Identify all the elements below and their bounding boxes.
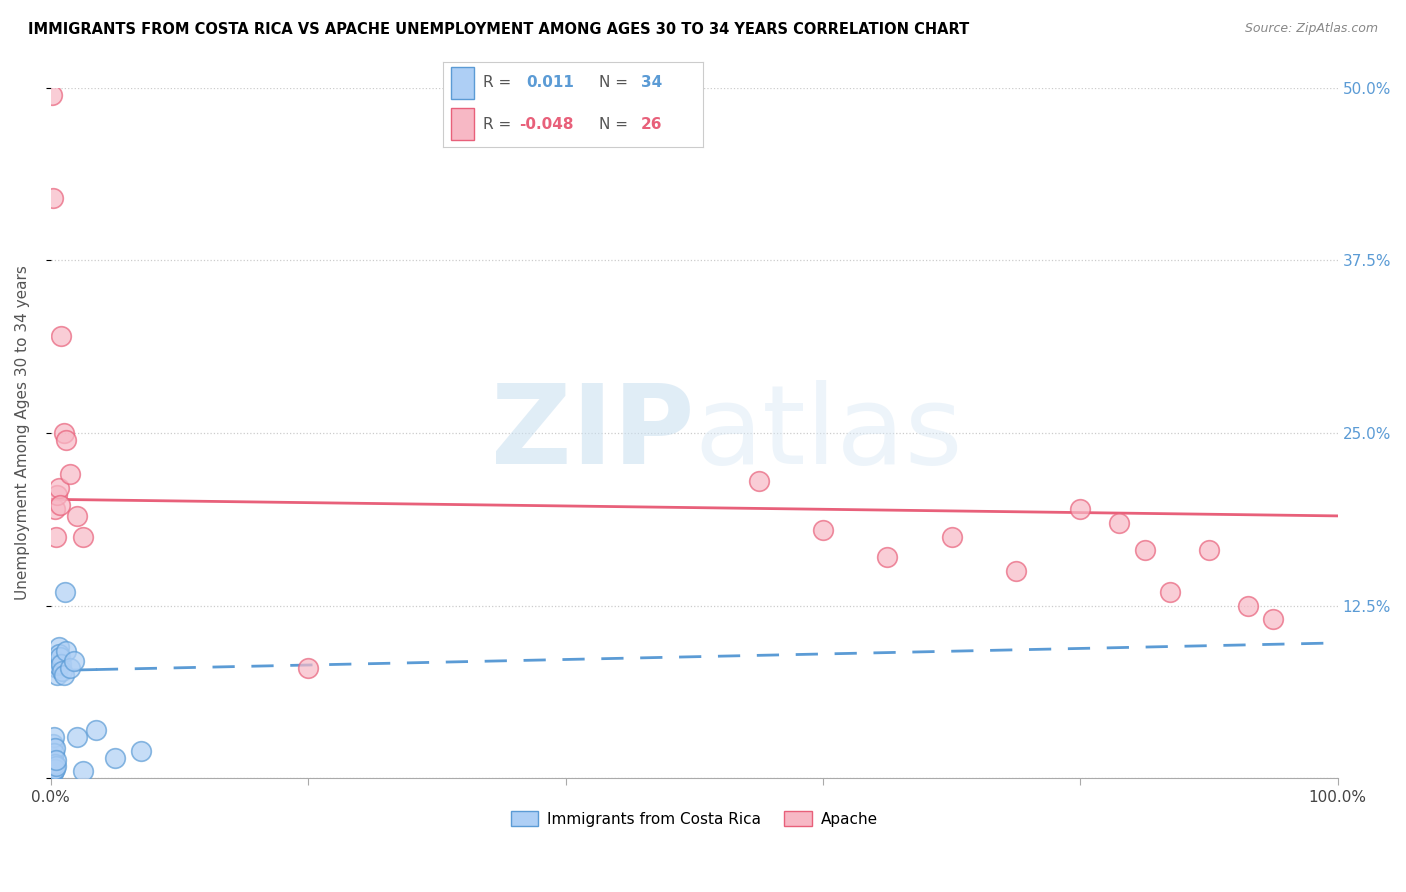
Point (45, 654, 67, 668)
Point (53, 584, 76, 599)
Bar (451, 67, 474, 99)
Point (1005, 564, 1028, 578)
Bar (451, 108, 474, 140)
Y-axis label: Unemployment Among Ages 30 to 34 years: Unemployment Among Ages 30 to 34 years (15, 266, 30, 600)
Point (52, 667, 75, 681)
Point (1069, 502, 1091, 516)
Point (52, 425, 75, 440)
Point (45, 530, 67, 544)
Point (42, 765, 65, 780)
Text: N =: N = (599, 75, 628, 90)
Point (48, 647, 70, 661)
Point (72, 530, 94, 544)
Point (46, 667, 69, 681)
Point (941, 530, 963, 544)
Point (811, 523, 834, 537)
Point (1198, 543, 1220, 558)
Point (72, 764, 94, 779)
Text: R =: R = (484, 117, 512, 132)
Point (104, 750, 127, 764)
Point (48, 640, 70, 654)
Legend: Immigrants from Costa Rica, Apache: Immigrants from Costa Rica, Apache (505, 805, 884, 833)
Point (59, 467, 82, 482)
Point (49, 498, 72, 512)
Point (42, 737, 65, 751)
Text: IMMIGRANTS FROM COSTA RICA VS APACHE UNEMPLOYMENT AMONG AGES 30 TO 34 YEARS CORR: IMMIGRANTS FROM COSTA RICA VS APACHE UNE… (28, 22, 969, 37)
Point (42, 191, 65, 205)
Text: 0.011: 0.011 (526, 75, 574, 90)
Point (41, 760, 63, 774)
Text: atlas: atlas (695, 380, 963, 486)
Point (1159, 584, 1181, 599)
Text: 26: 26 (641, 117, 662, 132)
Point (45, 661, 67, 675)
Point (46, 658, 69, 673)
Point (41, 767, 63, 781)
Point (44, 740, 66, 755)
Point (55, 644, 77, 658)
Text: R =: R = (484, 75, 512, 90)
Point (44, 757, 66, 772)
Text: 34: 34 (641, 75, 662, 90)
Point (48, 481, 70, 495)
Point (42, 730, 65, 744)
Point (748, 475, 770, 489)
Point (45, 753, 67, 767)
Point (41, 755, 63, 769)
Point (42, 763, 65, 777)
Point (44, 502, 66, 516)
Point (1133, 543, 1156, 558)
Point (876, 550, 898, 565)
Text: Source: ZipAtlas.com: Source: ZipAtlas.com (1244, 22, 1378, 36)
Point (1263, 612, 1285, 626)
Point (51, 664, 73, 678)
Point (1108, 516, 1130, 530)
Point (44, 747, 66, 761)
Text: N =: N = (599, 117, 628, 132)
Point (65, 730, 87, 744)
Point (49, 657, 72, 671)
Text: ZIP: ZIP (491, 380, 695, 486)
Point (55, 433, 77, 447)
Point (45, 759, 67, 773)
Point (49, 649, 72, 664)
Point (297, 661, 319, 675)
Point (41, 87, 63, 102)
Point (1236, 599, 1258, 613)
Point (63, 654, 86, 668)
Point (129, 743, 152, 757)
Point (41, 764, 63, 779)
Point (59, 661, 82, 675)
Point (49, 329, 72, 343)
Point (42, 750, 65, 764)
Point (44, 762, 66, 776)
Text: -0.048: -0.048 (520, 117, 574, 132)
Point (65, 508, 87, 523)
Point (84, 723, 107, 737)
Point (46, 488, 69, 502)
